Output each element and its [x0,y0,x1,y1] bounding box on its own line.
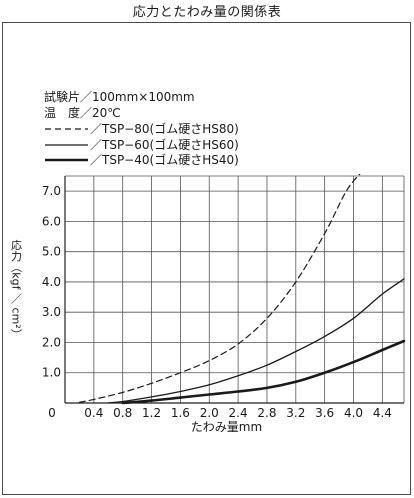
series-line-tsp40 [121,339,406,405]
legend-layer [45,128,88,162]
y-tick-label: 6.0 [42,214,61,228]
x-tick-label: 4.0 [344,406,363,420]
y-tick-label: 5.0 [42,245,61,259]
y-tick-label: 4.0 [42,275,61,289]
x-tick-label: 4.4 [373,406,392,420]
y-axis-label: 応力（kgf ／ cm²） [10,238,23,340]
y-tick-label: 7.0 [42,184,61,198]
legend-label-tsp40: ／TSP−40(ゴム硬さHS40) [90,153,239,167]
temperature-note: 温 度／20℃ [44,106,121,120]
series-layer [78,174,406,405]
x-tick-label: 2.0 [200,406,219,420]
x-tick-label: 0.8 [113,406,132,420]
x-tick-label: 2.4 [229,406,248,420]
grid-layer [65,175,405,403]
legend-label-tsp80: ／TSP−80(ゴム硬さHS80) [90,122,239,136]
x-tick-label: 0 [48,406,56,420]
y-tick-label: 3.0 [42,305,61,319]
x-tick-label: 0.4 [84,406,103,420]
series-line-tsp80 [78,174,361,403]
x-tick-label: 2.8 [257,406,276,420]
x-tick-label: 1.6 [171,406,190,420]
chart-frame [2,22,411,495]
x-tick-label: 1.2 [142,406,161,420]
labels-layer: 0 0.4 0.8 1.2 1.6 2.0 2.4 2.8 3.2 3.6 4.0 4.4 1.0 2.0… [10,184,392,434]
y-tick-label: 1.0 [42,366,61,380]
x-tick-label: 3.2 [286,406,305,420]
x-axis-label: たわみ量mm [191,420,262,434]
legend-label-tsp60: ／TSP−60(ゴム硬さHS60) [90,138,239,152]
chart-title: 応力とたわみ量の関係表 [132,5,282,20]
y-tick-label: 2.0 [42,335,61,349]
x-tick-label: 3.6 [315,406,334,420]
specimen-note: 試験片／100mm×100mm [44,90,195,104]
series-line-tsp60 [107,278,405,404]
